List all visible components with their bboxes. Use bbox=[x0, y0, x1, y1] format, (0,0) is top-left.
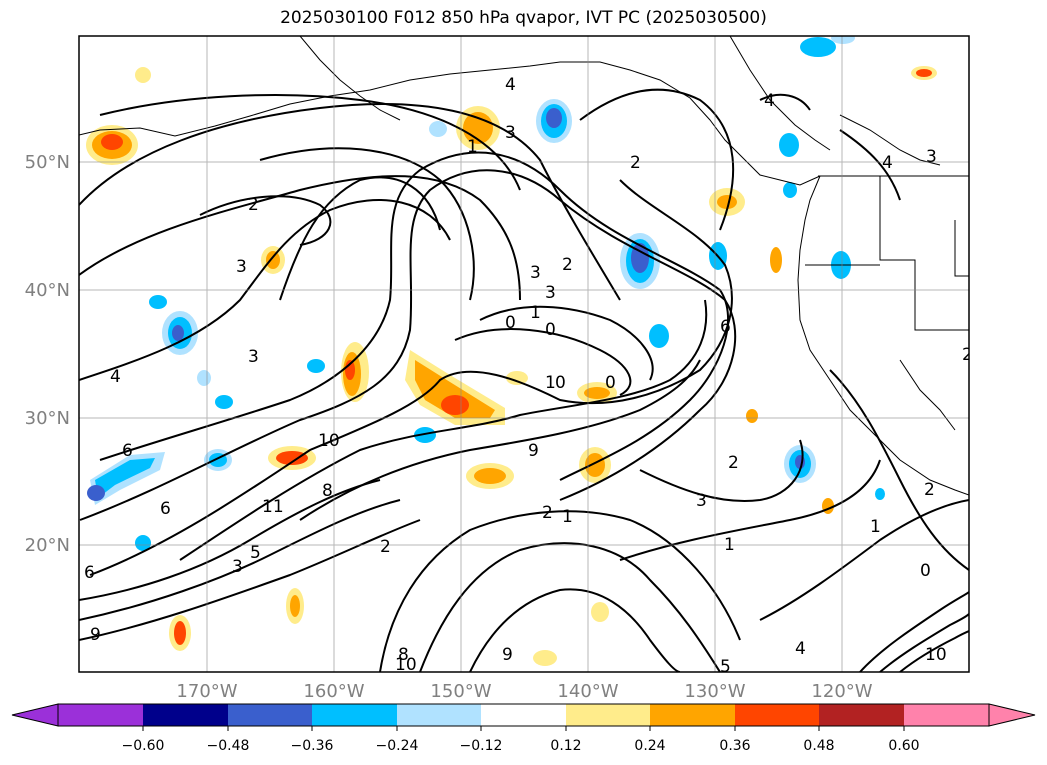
contour-label: 4 bbox=[764, 91, 775, 111]
lat-labels: 50°N 40°N 30°N 20°N bbox=[25, 152, 70, 556]
colorbar-segment bbox=[735, 704, 819, 726]
contour-label: 1 bbox=[870, 517, 881, 537]
contour-labels: 4 3 2 1 0 3 2 3 1 2 0 1 0 0 6 4 3 2 3 4 … bbox=[84, 75, 973, 677]
contour-label: 4 bbox=[110, 367, 121, 387]
lon-label: 150°W bbox=[430, 681, 491, 702]
contour-label: 9 bbox=[502, 645, 513, 665]
contour-label: 2 bbox=[728, 453, 739, 473]
contour-label: 2 bbox=[962, 345, 973, 365]
contour-label: 3 bbox=[545, 283, 556, 303]
lon-labels: 170°W 160°W 150°W 140°W 130°W 120°W bbox=[176, 681, 872, 702]
colorbar-segment bbox=[904, 704, 989, 726]
lon-label: 130°W bbox=[684, 681, 745, 702]
contour-label: 1 bbox=[545, 373, 556, 393]
lon-label: 120°W bbox=[811, 681, 872, 702]
contour-label: 0 bbox=[545, 320, 556, 340]
contour-label: 6 bbox=[122, 441, 133, 461]
colorbar-tick-label: −0.24 bbox=[376, 738, 419, 754]
contour-label: 6 bbox=[84, 563, 95, 583]
colorbar-segment bbox=[228, 704, 312, 726]
colorbar-tick-label: 0.36 bbox=[719, 738, 750, 754]
lon-label: 170°W bbox=[176, 681, 237, 702]
contour-label: 0 bbox=[920, 561, 931, 581]
contour-label: 5 bbox=[250, 543, 261, 563]
contour-label: 8 bbox=[322, 481, 333, 501]
contour-label: 11 bbox=[262, 497, 284, 517]
contour-label: 3 bbox=[248, 347, 259, 367]
colorbar: −0.60 −0.48 −0.36 −0.24 −0.12 0.12 0.24 … bbox=[11, 703, 1036, 754]
colorbar-tick-label: 0.60 bbox=[888, 738, 919, 754]
contour-label: 2 bbox=[562, 255, 573, 275]
contour-label: 2 bbox=[248, 195, 259, 215]
contour-label: 5 bbox=[720, 657, 731, 677]
contour-label: 2 bbox=[924, 480, 935, 500]
map-area bbox=[79, 36, 969, 672]
contour-label: 3 bbox=[530, 263, 541, 283]
contour-label: 8 bbox=[398, 645, 409, 665]
lat-label: 50°N bbox=[25, 152, 70, 173]
colorbar-segment bbox=[819, 704, 904, 726]
contour-label: 9 bbox=[90, 625, 101, 645]
contour-label: 3 bbox=[926, 147, 937, 167]
contour-label: 2 bbox=[630, 153, 641, 173]
colorbar-segment bbox=[58, 704, 143, 726]
lat-label: 20°N bbox=[25, 535, 70, 556]
colorbar-segment bbox=[566, 704, 650, 726]
contour-label: 2 bbox=[380, 537, 391, 557]
graticule bbox=[79, 36, 969, 672]
colorbar-tick-label: −0.60 bbox=[122, 738, 165, 754]
colorbar-tick-label: −0.12 bbox=[460, 738, 503, 754]
contour-label: 4 bbox=[795, 639, 806, 659]
lon-label: 160°W bbox=[303, 681, 364, 702]
colorbar-tick-label: −0.48 bbox=[207, 738, 250, 754]
contour-label: 0 bbox=[505, 313, 516, 333]
contour-label: 3 bbox=[505, 123, 516, 143]
colorbar-tick-label: 0.48 bbox=[803, 738, 834, 754]
colorbar-segment bbox=[397, 704, 481, 726]
contour-label: 9 bbox=[528, 441, 539, 461]
colorbar-max-extend bbox=[988, 703, 1036, 727]
contour-label: 0 bbox=[555, 373, 566, 393]
contour-label: 1 bbox=[562, 507, 573, 527]
contour-label: 10 bbox=[925, 645, 947, 665]
contour-label: 6 bbox=[160, 499, 171, 519]
contour-label: 2 bbox=[542, 503, 553, 523]
colorbar-tick-label: −0.36 bbox=[291, 738, 334, 754]
contour-label: 1 bbox=[530, 303, 541, 323]
lat-label: 40°N bbox=[25, 280, 70, 301]
colorbar-min-extend bbox=[11, 703, 59, 727]
colorbar-segment bbox=[143, 704, 228, 726]
contour-label: 1 bbox=[467, 137, 478, 157]
colorbar-tick-label: 0.24 bbox=[634, 738, 665, 754]
contour-label: 1 bbox=[724, 535, 735, 555]
colorbar-tick-label: 0.12 bbox=[550, 738, 581, 754]
map-title: 2025030100 F012 850 hPa qvapor, IVT PC (… bbox=[280, 8, 767, 28]
lat-label: 30°N bbox=[25, 408, 70, 429]
contour-label: 6 bbox=[720, 317, 731, 337]
contour-label: 10 bbox=[318, 431, 340, 451]
ivt-contours bbox=[79, 88, 969, 672]
lon-label: 140°W bbox=[557, 681, 618, 702]
contour-label: 3 bbox=[696, 491, 707, 511]
contour-label: 3 bbox=[232, 557, 243, 577]
map-frame bbox=[78, 35, 970, 673]
colorbar-segment bbox=[481, 704, 566, 726]
contour-label: 0 bbox=[605, 373, 616, 393]
colorbar-segment bbox=[312, 704, 397, 726]
contour-label: 4 bbox=[505, 75, 516, 95]
contour-label: 4 bbox=[882, 153, 893, 173]
contour-label: 3 bbox=[236, 257, 247, 277]
contour-label: 10 bbox=[395, 655, 417, 675]
colorbar-segment bbox=[650, 704, 735, 726]
